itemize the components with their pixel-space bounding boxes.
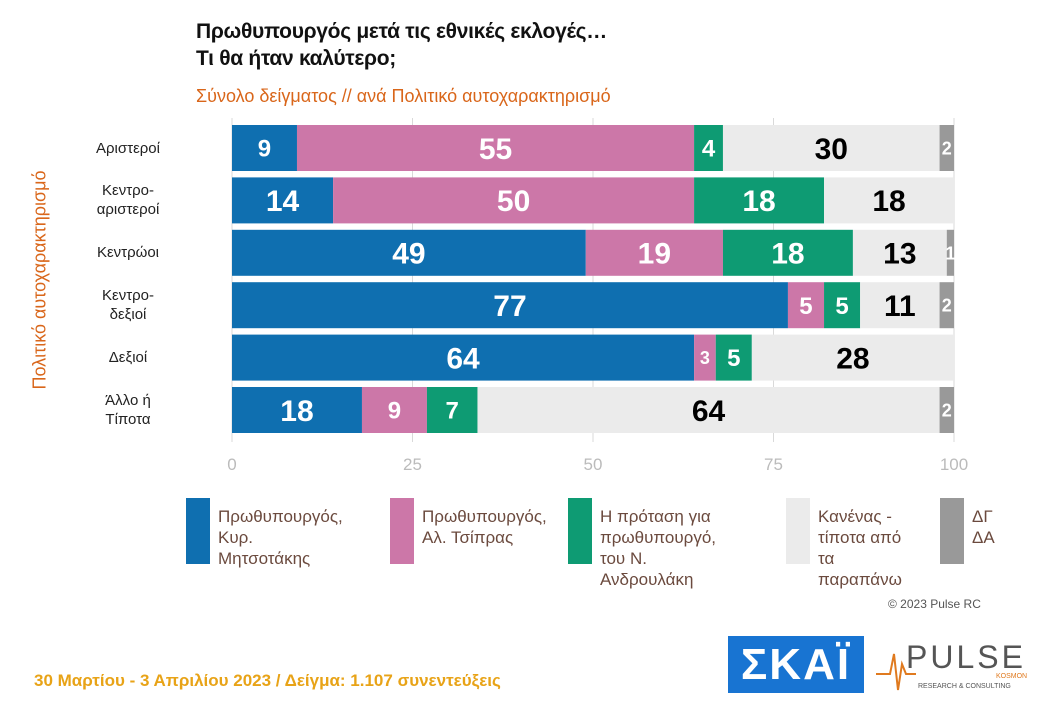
data-label: 30: [815, 133, 848, 166]
category-label: Κεντρο-δεξιοί: [102, 287, 154, 324]
legend-label: Πρωθυπουργός, Κυρ. Μητσοτάκης: [218, 507, 343, 568]
data-label: 9: [258, 136, 271, 163]
skai-logo: ΣΚΑΪ: [728, 636, 864, 693]
data-label: 7: [446, 398, 459, 425]
data-label: 50: [497, 185, 530, 218]
data-label: 3: [700, 348, 710, 368]
data-label: 55: [479, 133, 512, 166]
legend-label: Η πρόταση για πρωθυπουργό, του Ν. Ανδρου…: [600, 507, 717, 589]
svg-text:KOSMON: KOSMON: [996, 673, 1027, 680]
category-label: Αριστεροί: [96, 139, 160, 157]
legend-swatch: [390, 498, 414, 564]
data-label: 49: [392, 238, 425, 271]
legend-swatch: [568, 498, 592, 564]
bar-segment: [939, 125, 954, 171]
bar-segment: [361, 387, 427, 433]
svg-text:PULSE: PULSE: [906, 639, 1026, 675]
svg-text:RESEARCH & CONSULTING: RESEARCH & CONSULTING: [918, 683, 1011, 690]
bar-segment: [751, 334, 954, 381]
bar-segment: [232, 387, 362, 433]
copyright: © 2023 Pulse RC: [888, 597, 981, 611]
bar-segment: [296, 125, 695, 171]
data-label: 9: [388, 398, 401, 425]
data-label: 28: [836, 342, 869, 375]
x-tick-label: 100: [940, 455, 968, 474]
data-label: 4: [702, 136, 716, 163]
data-label: 18: [771, 238, 804, 271]
category-label: Δεξιοί: [108, 349, 148, 367]
chart-title: Πρωθυπουργός μετά τις εθνικές εκλογές… Τι…: [196, 18, 607, 72]
data-label: 2: [942, 400, 952, 420]
bar-segment: [824, 177, 954, 224]
data-label: 64: [446, 342, 480, 375]
data-label: 77: [493, 290, 526, 323]
bar-segment: [694, 177, 825, 224]
category-label: Άλλο ή Τίποτα: [105, 392, 151, 428]
data-label: 2: [942, 296, 952, 316]
title-line-2: Τι θα ήταν καλύτερο;: [196, 47, 396, 70]
data-label: 19: [638, 238, 671, 271]
bar-segment: [232, 177, 334, 224]
data-label: 64: [692, 395, 726, 428]
bar-segment: [333, 177, 695, 224]
data-label: 18: [742, 185, 775, 218]
bar-segment: [939, 282, 954, 329]
bar-segment: [722, 229, 853, 276]
data-label: 1: [945, 243, 955, 263]
data-label: 5: [727, 345, 740, 372]
bar-segment: [852, 229, 947, 276]
data-label: 13: [883, 238, 916, 271]
bar-segment: [824, 282, 861, 329]
title-line-1: Πρωθυπουργός μετά τις εθνικές εκλογές…: [196, 20, 607, 43]
bar-segment: [787, 282, 825, 329]
data-label: 11: [884, 290, 916, 323]
data-label: 5: [799, 293, 812, 320]
bar-segment: [426, 387, 478, 433]
pulse-logo: PULSE KOSMON RESEARCH & CONSULTING: [876, 639, 1027, 691]
legend-label: Κανένας - τίποτα από τα παραπάνω: [818, 507, 902, 589]
data-label: 18: [280, 395, 313, 428]
bar-segment: [477, 387, 940, 433]
data-label: 14: [266, 185, 300, 218]
bar-segment: [715, 334, 752, 381]
category-label: Κεντρώοι: [96, 244, 160, 262]
x-tick-label: 75: [764, 455, 783, 474]
chart-subtitle: Σύνολο δείγματος // ανά Πολιτικό αυτοχαρ…: [196, 86, 611, 106]
legend-swatch: [186, 498, 210, 564]
legend-label: ΔΓ ΔΑ: [972, 507, 995, 547]
legend-swatch: [786, 498, 810, 564]
bar-segment: [232, 229, 586, 276]
bar-segment: [232, 125, 297, 171]
data-label: 2: [942, 138, 952, 158]
legend-item: ΔΓ ΔΑ: [940, 498, 1000, 568]
x-tick-label: 25: [403, 455, 422, 474]
bar-segment: [232, 282, 788, 329]
category-label: Κεντρο-αριστεροί: [96, 182, 160, 219]
bar-segment: [860, 282, 940, 329]
bar-segment: [232, 334, 695, 381]
legend-swatch: [940, 498, 964, 564]
bar-segment: [939, 387, 954, 433]
x-tick-label: 50: [584, 455, 603, 474]
data-label: 5: [835, 293, 848, 320]
data-label: 18: [872, 185, 905, 218]
bar-segment: [694, 125, 723, 171]
footer-note: 30 Μαρτίου - 3 Απριλίου 2023 / Δείγμα: 1…: [34, 671, 501, 690]
legend-label: Πρωθυπουργός, Αλ. Τσίπρας: [422, 507, 547, 547]
bar-segment: [694, 334, 716, 381]
bar-segment: [722, 125, 940, 171]
x-tick-label: 0: [227, 455, 236, 474]
bar-segment: [946, 229, 954, 276]
bar-segment: [585, 229, 723, 276]
